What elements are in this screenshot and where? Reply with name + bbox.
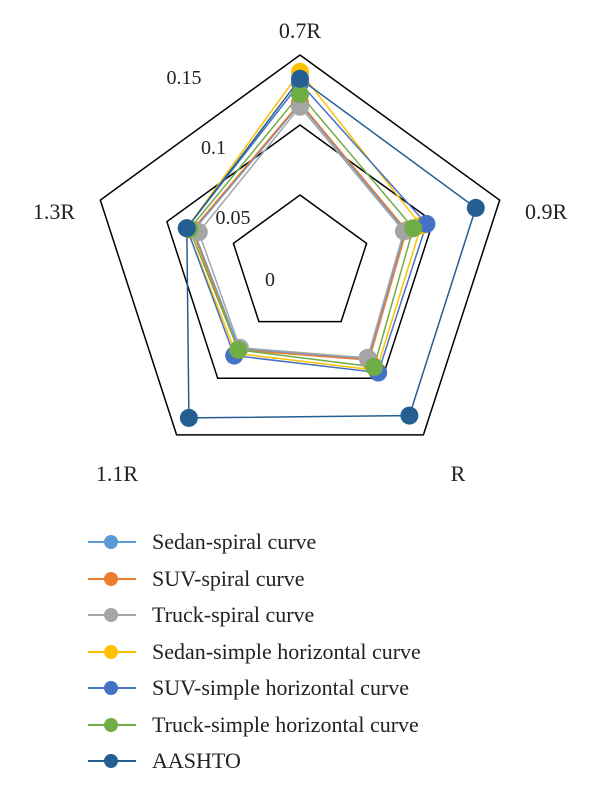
data-point-s5-1.1R	[229, 340, 248, 359]
legend-item-1: SUV-spiral curve	[88, 561, 421, 598]
axis-label-R: R	[451, 461, 466, 486]
series-line-5	[188, 93, 415, 368]
legend-label: Sedan-simple horizontal curve	[152, 638, 421, 664]
series-points	[177, 62, 485, 427]
legend-label: Sedan-spiral curve	[152, 529, 317, 555]
data-point-s5-0.9R	[404, 219, 423, 238]
axis-label-0.9R: 0.9R	[525, 199, 568, 224]
legend-swatch	[88, 532, 136, 552]
data-point-s6-0.7R	[291, 69, 309, 88]
data-point-s5-0.7R	[291, 85, 309, 104]
legend-swatch	[88, 751, 136, 771]
legend-item-3: Sedan-simple horizontal curve	[88, 634, 421, 671]
radar-chart: 0.7R 0.9R R 1.1R 1.3R 0 0.05 0.1 0.15	[33, 18, 568, 486]
legend-label: Truck-spiral curve	[152, 602, 315, 628]
data-point-s5-R	[365, 357, 384, 376]
legend-label: SUV-spiral curve	[152, 565, 305, 591]
tick-label-0: 0	[265, 269, 275, 291]
axis-label-0.7R: 0.7R	[279, 18, 322, 43]
grid-ring-3	[99, 54, 501, 436]
grid-ring-2	[166, 124, 434, 380]
legend-swatch	[88, 569, 136, 589]
legend-swatch	[88, 605, 136, 625]
legend: Sedan-spiral curve SUV-spiral curve Truck-…	[88, 524, 421, 780]
legend-item-6: AASHTO	[88, 743, 421, 780]
series-line-2	[197, 105, 405, 359]
legend-swatch	[88, 678, 136, 698]
data-point-s6-0.9R	[466, 198, 485, 217]
legend-swatch	[88, 715, 136, 735]
tick-label-3: 0.15	[167, 67, 202, 89]
data-point-s6-1.1R	[179, 408, 198, 427]
axis-label-1.3R: 1.3R	[33, 199, 76, 224]
data-point-s6-1.3R	[177, 219, 196, 238]
data-point-s2-0.7R	[291, 97, 309, 116]
series-line-6	[186, 77, 477, 419]
axis-label-1.1R: 1.1R	[96, 461, 139, 486]
series-lines	[185, 70, 477, 419]
legend-swatch	[88, 642, 136, 662]
legend-label: SUV-simple horizontal curve	[152, 675, 410, 701]
series-line-0	[192, 102, 407, 360]
legend-item-5: Truck-simple horizontal curve	[88, 707, 421, 744]
data-point-s6-R	[400, 406, 419, 425]
tick-label-1: 0.05	[216, 207, 251, 229]
axis-labels: 0.7R 0.9R R 1.1R 1.3R	[33, 18, 568, 486]
tick-label-2: 0.1	[201, 137, 226, 159]
series-line-1	[191, 101, 408, 361]
grid-ring-1	[232, 194, 368, 323]
legend-label: AASHTO	[152, 748, 241, 774]
legend-item-0: Sedan-spiral curve	[88, 524, 421, 561]
legend-item-4: SUV-simple horizontal curve	[88, 670, 421, 707]
legend-item-2: Truck-spiral curve	[88, 597, 421, 634]
legend-label: Truck-simple horizontal curve	[152, 711, 419, 737]
tick-labels: 0 0.05 0.1 0.15	[167, 67, 276, 291]
